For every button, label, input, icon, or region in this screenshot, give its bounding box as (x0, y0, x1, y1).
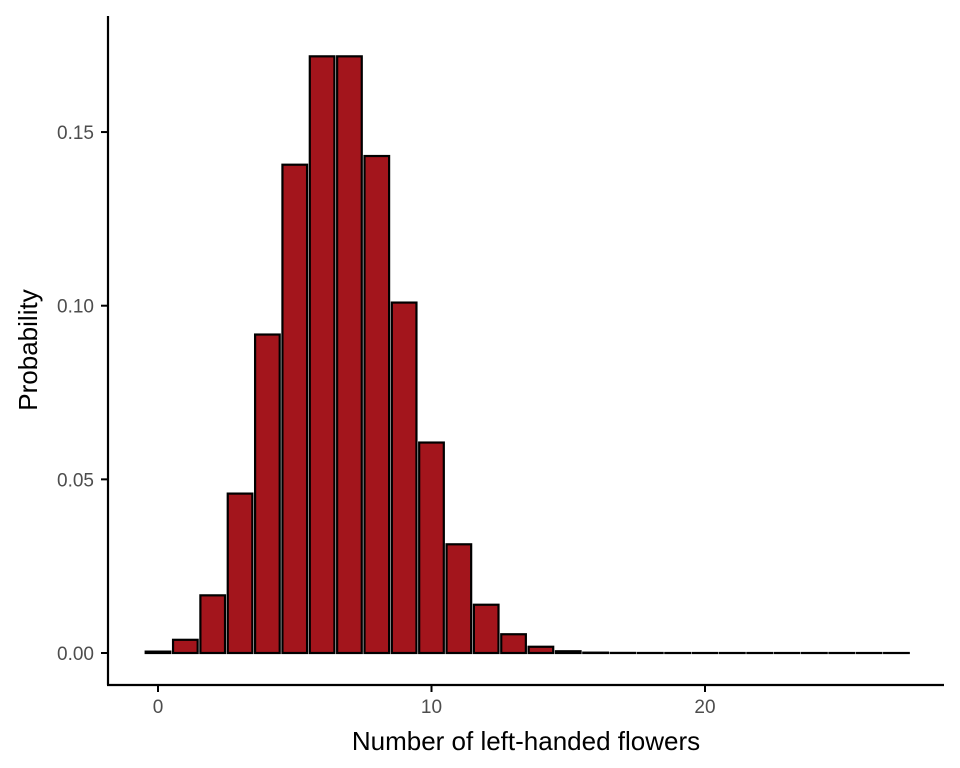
bar-group (144, 55, 910, 655)
bar-1 (171, 638, 199, 655)
y-tick-label: 0.15 (57, 123, 94, 144)
bar-5 (281, 163, 309, 655)
bar-15 (554, 650, 582, 655)
bar-10 (418, 441, 445, 655)
bar-2 (199, 594, 227, 655)
bar-11 (445, 543, 473, 655)
bar-9 (390, 301, 418, 655)
bar-13 (500, 633, 527, 655)
x-tick-label: 0 (153, 697, 164, 718)
y-axis-title: Probability (13, 289, 43, 410)
bar-8 (363, 154, 391, 655)
x-tick-label: 10 (421, 697, 442, 718)
y-tick-label: 0.05 (57, 470, 94, 491)
x-axis-title: Number of left-handed flowers (352, 726, 700, 756)
y-axis-ticks: 0.00 0.05 0.10 0.15 (57, 123, 108, 665)
x-tick-label: 20 (694, 697, 715, 718)
y-tick-label: 0.00 (57, 644, 94, 665)
x-axis-ticks: 0 10 20 (153, 685, 716, 718)
bar-14 (527, 645, 555, 655)
bar-3 (226, 492, 254, 655)
bar-7 (336, 55, 363, 655)
bar-4 (253, 333, 281, 655)
bar-0 (144, 650, 172, 655)
bar-6 (308, 55, 336, 655)
bar-12 (472, 603, 500, 655)
y-tick-label: 0.10 (57, 297, 94, 318)
